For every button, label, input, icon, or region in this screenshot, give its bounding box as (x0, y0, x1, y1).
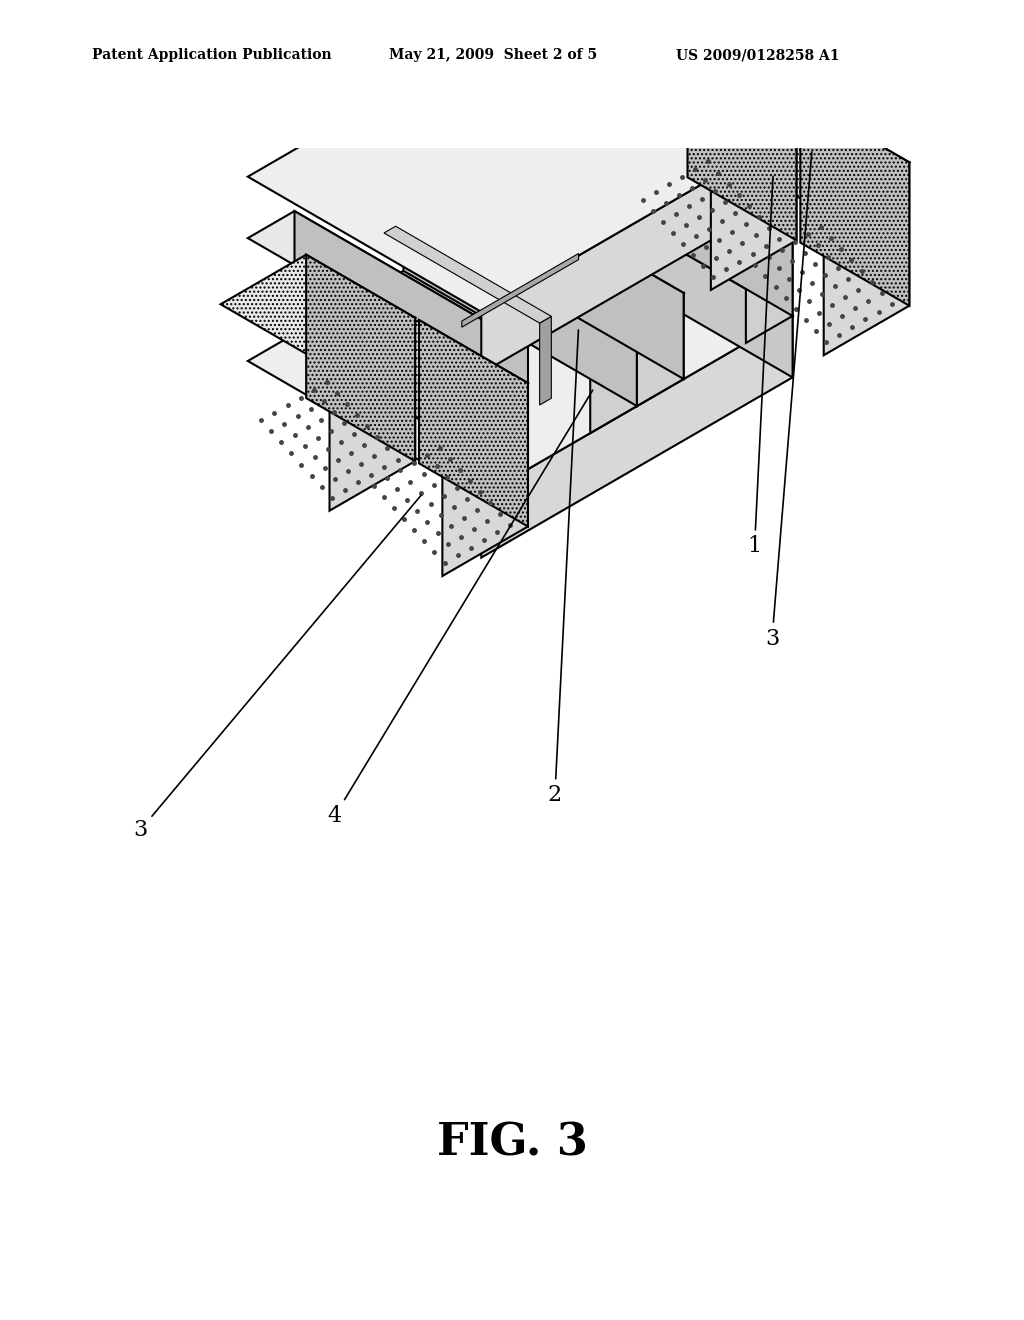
Polygon shape (306, 255, 415, 461)
Polygon shape (540, 317, 551, 405)
Text: FIG. 3: FIG. 3 (436, 1121, 588, 1164)
Text: 1: 1 (748, 177, 773, 557)
Polygon shape (745, 193, 793, 343)
Polygon shape (481, 346, 528, 496)
Polygon shape (559, 0, 793, 193)
Text: 3: 3 (765, 152, 812, 649)
Text: 3: 3 (133, 495, 421, 841)
Text: 2: 2 (548, 330, 579, 807)
Text: US 2009/0128258 A1: US 2009/0128258 A1 (676, 49, 840, 62)
Polygon shape (248, 0, 793, 312)
Text: 4: 4 (328, 391, 593, 826)
Polygon shape (602, 34, 797, 147)
Polygon shape (823, 162, 909, 355)
Polygon shape (590, 319, 637, 433)
Polygon shape (384, 226, 551, 323)
Polygon shape (801, 99, 909, 306)
Text: Patent Application Publication: Patent Application Publication (92, 49, 332, 62)
Polygon shape (481, 315, 793, 557)
Text: May 21, 2009  Sheet 2 of 5: May 21, 2009 Sheet 2 of 5 (389, 49, 597, 62)
Polygon shape (481, 132, 793, 374)
Polygon shape (248, 181, 793, 496)
Polygon shape (403, 158, 684, 319)
Polygon shape (295, 211, 528, 469)
Polygon shape (403, 185, 637, 407)
Polygon shape (330, 318, 415, 511)
Polygon shape (462, 253, 579, 327)
Polygon shape (711, 96, 797, 290)
Polygon shape (687, 34, 797, 240)
Polygon shape (334, 319, 528, 433)
Polygon shape (356, 185, 637, 347)
Polygon shape (512, 58, 793, 220)
Polygon shape (559, 181, 793, 378)
Polygon shape (248, 211, 528, 374)
Polygon shape (559, 58, 793, 315)
Polygon shape (637, 293, 684, 407)
Polygon shape (442, 383, 528, 576)
Polygon shape (220, 255, 415, 367)
Polygon shape (419, 319, 528, 527)
Polygon shape (715, 99, 909, 213)
Polygon shape (451, 158, 684, 379)
